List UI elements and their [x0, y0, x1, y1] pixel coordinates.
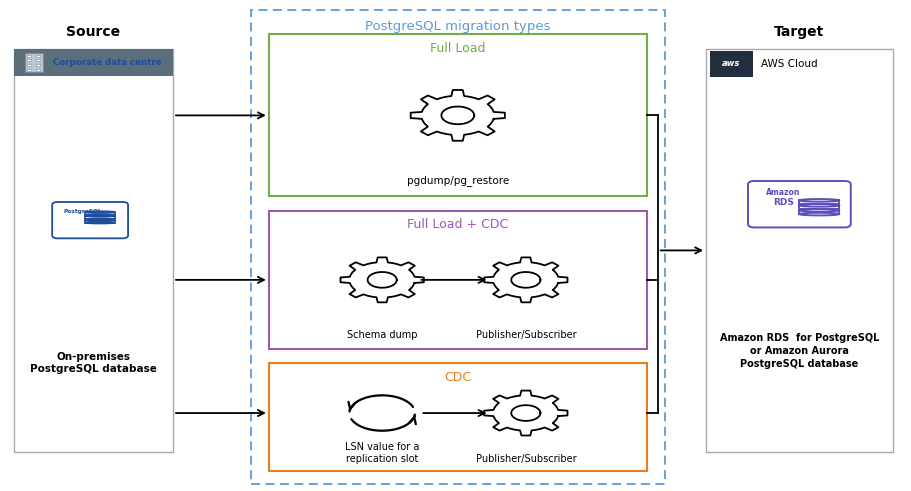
Bar	[251, 10, 665, 484]
Text: pgdump/pg_restore: pgdump/pg_restore	[406, 175, 509, 186]
Bar	[86, 216, 115, 219]
Bar	[25, 54, 43, 72]
Bar	[86, 219, 115, 222]
Bar	[269, 211, 647, 349]
Bar	[36, 69, 40, 71]
Text: Corporate data centre: Corporate data centre	[53, 58, 161, 67]
Text: AWS Cloud: AWS Cloud	[761, 59, 817, 69]
Ellipse shape	[799, 209, 839, 212]
Text: RDS: RDS	[773, 198, 793, 207]
Text: aws: aws	[722, 59, 741, 68]
Bar	[27, 64, 31, 66]
Bar	[706, 49, 893, 452]
Bar	[799, 205, 839, 209]
Text: Full Load: Full Load	[430, 42, 486, 55]
Bar	[27, 59, 31, 61]
Ellipse shape	[86, 215, 115, 217]
Polygon shape	[341, 257, 424, 302]
Polygon shape	[511, 272, 540, 288]
Bar	[36, 55, 40, 57]
Bar	[14, 49, 173, 76]
Text: CDC: CDC	[445, 371, 471, 383]
Text: Publisher/Subscriber: Publisher/Subscriber	[476, 330, 576, 340]
Bar	[269, 363, 647, 471]
Ellipse shape	[799, 213, 839, 216]
Bar	[27, 69, 31, 71]
Bar	[27, 55, 31, 57]
Polygon shape	[411, 90, 505, 141]
Ellipse shape	[86, 211, 115, 213]
Bar	[36, 59, 40, 61]
Polygon shape	[368, 272, 397, 288]
Text: Amazon: Amazon	[766, 188, 801, 197]
Text: PostgreSQL: PostgreSQL	[63, 209, 102, 214]
Bar	[269, 34, 647, 196]
Text: Source: Source	[67, 25, 120, 39]
Text: Target: Target	[774, 25, 824, 39]
Polygon shape	[484, 257, 568, 302]
Ellipse shape	[799, 199, 839, 202]
Polygon shape	[511, 405, 540, 421]
Text: Amazon RDS  for PostgreSQL
or Amazon Aurora
PostgreSQL database: Amazon RDS for PostgreSQL or Amazon Auro…	[720, 333, 879, 369]
Text: On-premises
PostgreSQL database: On-premises PostgreSQL database	[30, 353, 157, 374]
Bar	[14, 49, 173, 452]
Text: LSN value for a
replication slot: LSN value for a replication slot	[345, 441, 419, 464]
Ellipse shape	[86, 222, 115, 223]
Bar	[36, 64, 40, 66]
Bar	[799, 200, 839, 204]
Ellipse shape	[799, 204, 839, 207]
Text: Schema dump: Schema dump	[347, 330, 417, 340]
Polygon shape	[442, 107, 474, 124]
FancyBboxPatch shape	[52, 202, 128, 238]
Text: Full Load + CDC: Full Load + CDC	[407, 218, 508, 231]
Bar	[710, 51, 753, 77]
Text: Publisher/Subscriber: Publisher/Subscriber	[476, 454, 576, 464]
Bar	[86, 212, 115, 215]
Ellipse shape	[86, 219, 115, 220]
Bar	[799, 210, 839, 214]
FancyBboxPatch shape	[748, 181, 851, 227]
Text: PostgreSQL migration types: PostgreSQL migration types	[365, 20, 550, 32]
Polygon shape	[484, 390, 568, 436]
